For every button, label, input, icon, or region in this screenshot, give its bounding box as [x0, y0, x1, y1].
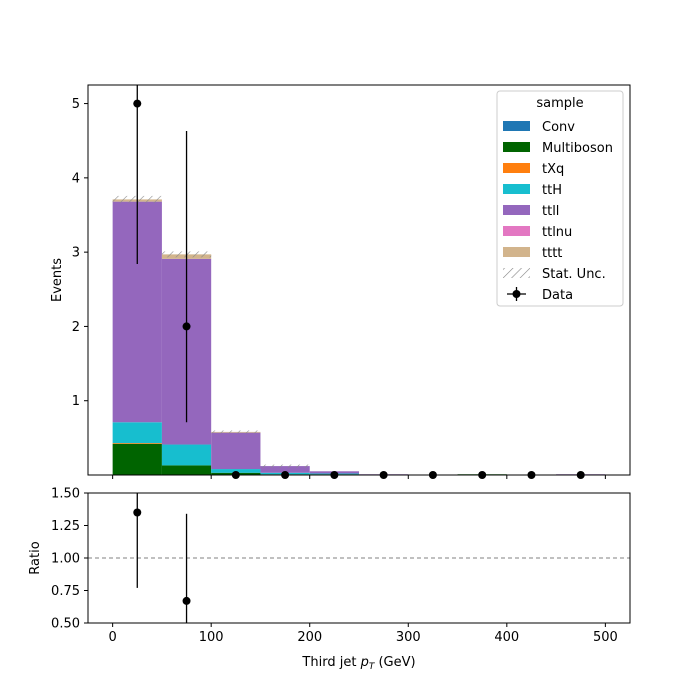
bar-multiboson-bin-1 [161, 465, 212, 475]
ratio-y-tick-label-4: 1.50 [51, 487, 80, 502]
main-plot-frame [87, 84, 631, 476]
ratio-y-tick-label-2: 1.00 [51, 552, 80, 567]
legend-data-marker [512, 290, 521, 298]
ratio-plot [88, 493, 630, 623]
data-point-1 [182, 322, 191, 331]
legend-label-txq: tXq [542, 162, 564, 177]
y-axis-label-ratio: Ratio [28, 541, 43, 574]
bar-tth-bin-2 [211, 469, 261, 473]
main-y-tick-label-3: 4 [72, 171, 80, 186]
bar-txq-bin-0 [112, 443, 162, 444]
main-y-tick-label-0: 1 [72, 394, 80, 409]
x-tick-label-2: 200 [297, 630, 322, 645]
legend-label-stat-unc: Stat. Unc. [542, 267, 606, 282]
bar-ttll-bin-3 [260, 466, 310, 473]
legend-label-multiboson: Multiboson [542, 141, 613, 156]
legend-label-ttll: ttll [542, 204, 559, 219]
main-y-tick-label-1: 2 [72, 320, 80, 335]
bar-tth-bin-1 [161, 444, 212, 466]
main-y-tick-label-4: 5 [72, 97, 80, 112]
stat-unc-bin-2 [211, 430, 261, 434]
x-axis-label-text: Third jet [301, 655, 360, 670]
legend-swatch-multiboson [503, 142, 530, 152]
x-tick-label-0: 0 [108, 630, 116, 645]
ratio-y-tick-label-0: 0.50 [51, 617, 80, 632]
legend-label-tttt: tttt [542, 246, 562, 261]
x-axis-label-unit: (GeV) [374, 655, 415, 670]
stat-unc-bin-3 [260, 464, 310, 468]
legend-swatch-conv [503, 121, 530, 131]
legend-title: sample [536, 96, 583, 111]
legend: sample Conv Multiboson tXq ttH ttll ttlnu tttt S… [496, 90, 624, 307]
main-y-tick-label-2: 3 [72, 246, 80, 261]
bar-tth-bin-0 [112, 422, 162, 444]
legend-label-data: Data [542, 288, 573, 303]
legend-swatch-tth [503, 184, 530, 194]
ratio-point-1 [182, 596, 191, 605]
ratio-y-tick-label-1: 0.75 [51, 584, 80, 599]
x-tick-label-4: 400 [494, 630, 519, 645]
legend-swatch-txq [503, 163, 530, 173]
x-axis-label: Third jet pT (GeV) [301, 655, 415, 672]
bar-ttll-bin-2 [211, 432, 261, 470]
x-tick-label-3: 300 [396, 630, 421, 645]
axes: 0 100 200 300 400 500 1 2 3 4 5 0.50 0.75 1.00 1.25 1.5… [51, 84, 631, 645]
x-axis-label-subscript: T [369, 662, 376, 672]
x-tick-label-1: 100 [199, 630, 224, 645]
legend-swatch-stat-unc [503, 268, 530, 278]
y-axis-label-main: Events [50, 258, 65, 302]
legend-swatch-tttt [503, 247, 530, 257]
x-tick-label-5: 500 [593, 630, 618, 645]
legend-label-tth: ttH [542, 183, 562, 198]
ratio-point-0 [133, 508, 142, 517]
ratio-y-tick-label-3: 1.25 [51, 519, 80, 534]
legend-swatch-ttlnu [503, 226, 530, 236]
x-axis-label-p: p [360, 655, 369, 670]
data-point-0 [133, 99, 142, 108]
legend-swatch-ttll [503, 205, 530, 215]
legend-label-ttlnu: ttlnu [542, 225, 572, 240]
legend-label-conv: Conv [542, 120, 575, 135]
bar-multiboson-bin-0 [112, 443, 162, 475]
